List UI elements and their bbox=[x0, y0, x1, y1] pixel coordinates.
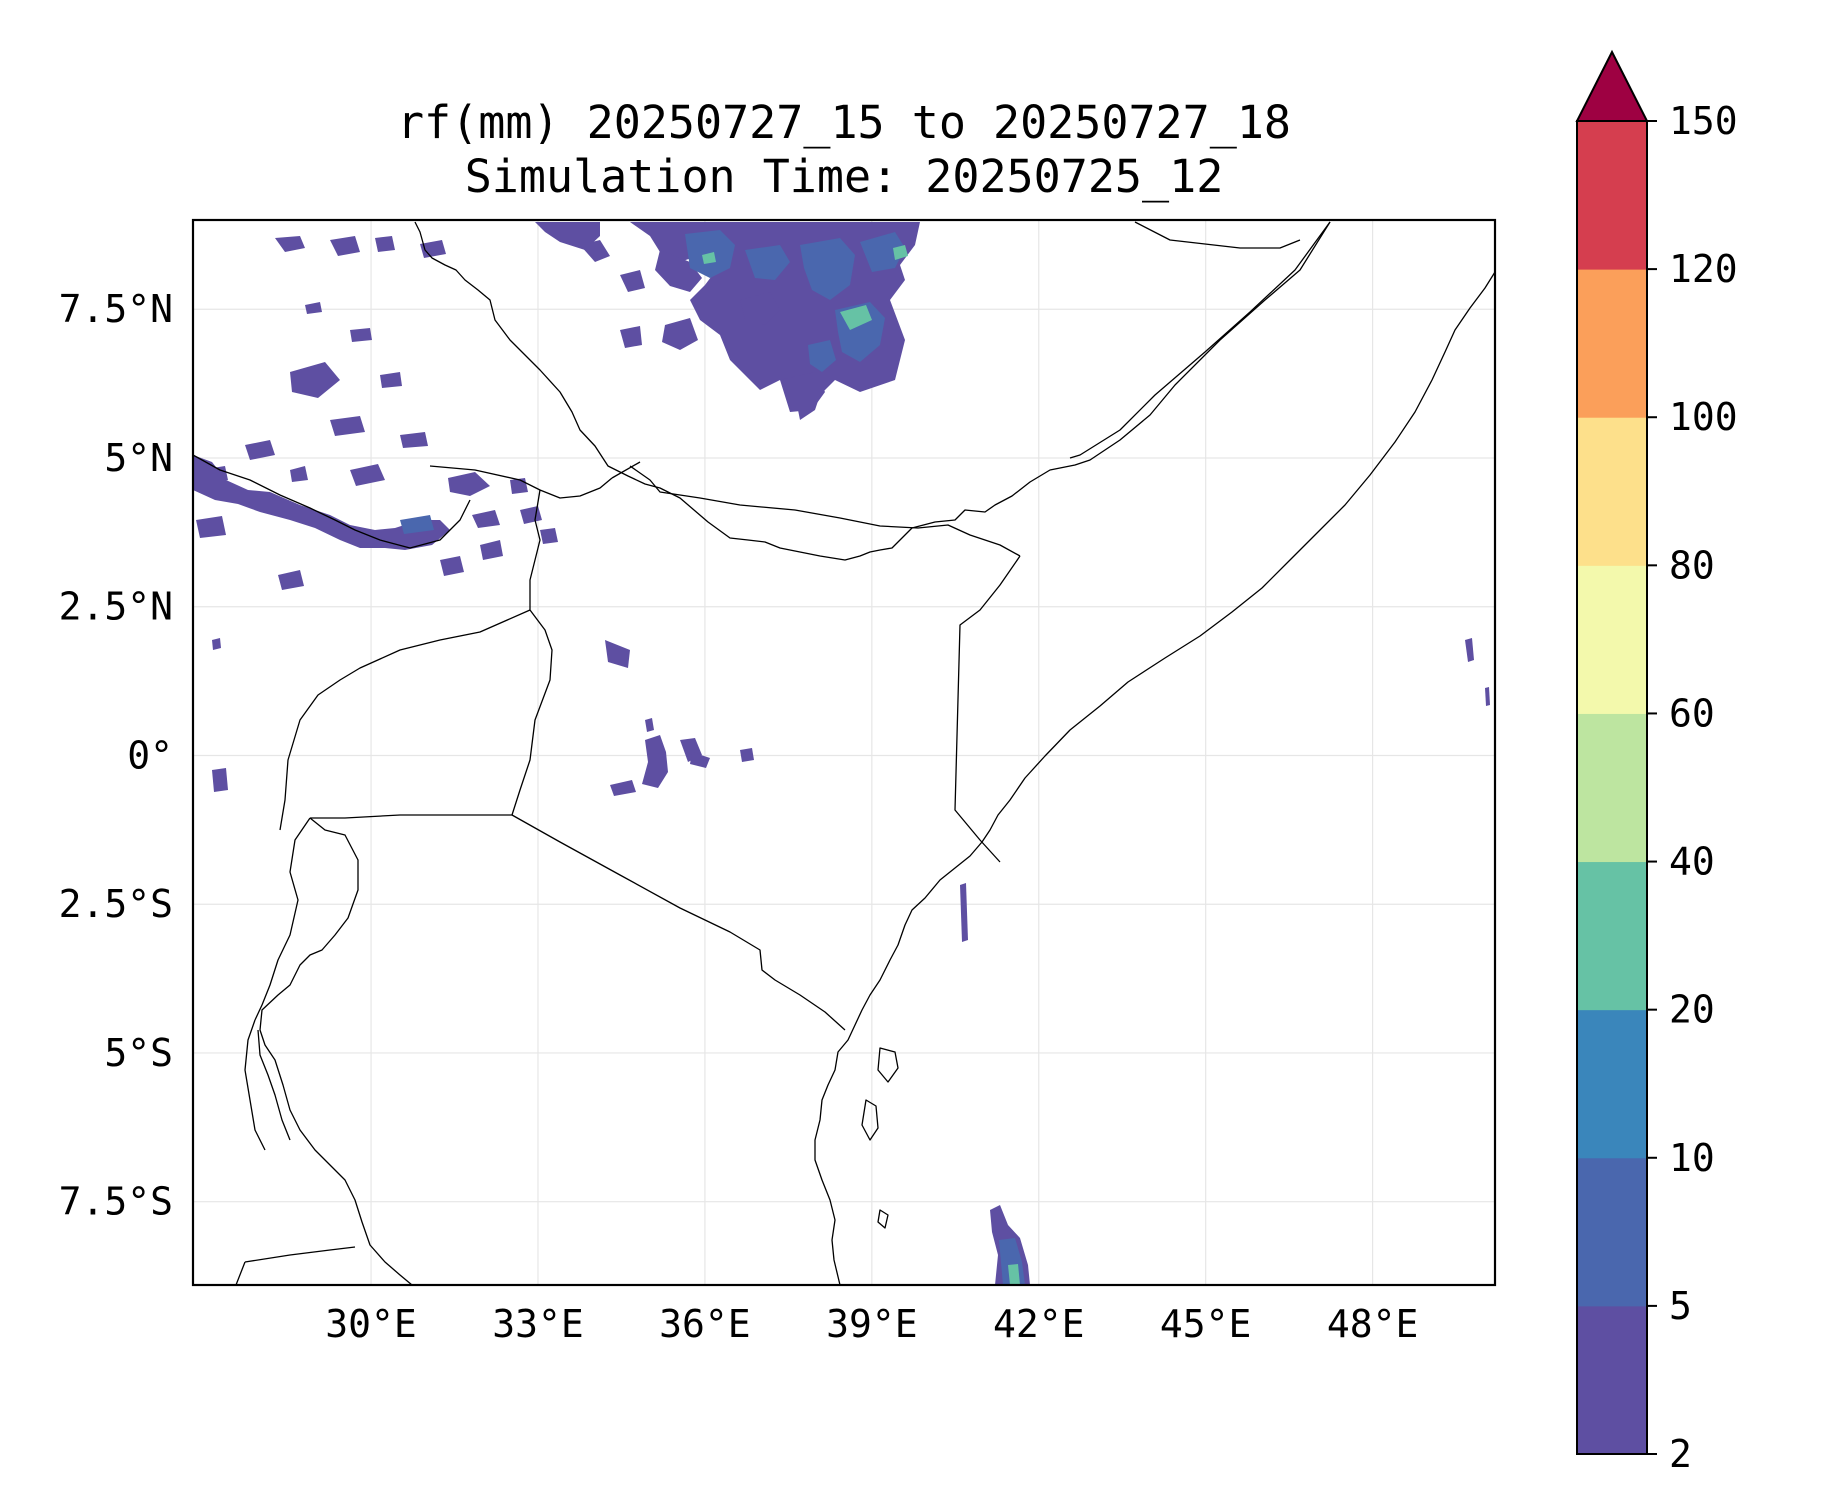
colorbar-segment bbox=[1577, 565, 1647, 714]
colorbar-segment bbox=[1577, 861, 1647, 1011]
colorbar-tick-label: 150 bbox=[1669, 99, 1738, 143]
gridlines bbox=[193, 220, 1495, 1285]
colorbar-extend-arrow bbox=[1575, 49, 1649, 122]
colorbar-frame bbox=[1576, 120, 1648, 1455]
colorbar-segment bbox=[1577, 1157, 1647, 1307]
colorbar-segment bbox=[1577, 417, 1647, 566]
map-title-line-1: rf(mm) 20250727_15 to 20250727_18 bbox=[396, 96, 1292, 149]
y-tick-label: 7.5°N bbox=[59, 287, 173, 331]
y-tick-label: 5°N bbox=[104, 436, 173, 480]
colorbar-segment bbox=[1577, 713, 1647, 863]
y-tick-label: 5°S bbox=[104, 1031, 173, 1075]
x-tick-label: 42°E bbox=[993, 1302, 1085, 1346]
map-title-line-2: Simulation Time: 20250725_12 bbox=[464, 150, 1224, 203]
y-tick-label: 2.5°N bbox=[59, 585, 173, 629]
x-tick-label: 45°E bbox=[1160, 1302, 1252, 1346]
colorbar-tick-label: 5 bbox=[1669, 1284, 1692, 1328]
x-tick-label: 33°E bbox=[492, 1302, 584, 1346]
colorbar-tick-label: 40 bbox=[1669, 840, 1715, 884]
y-tick-label: 0° bbox=[127, 733, 173, 777]
colorbar-tick-label: 100 bbox=[1669, 395, 1738, 439]
plot-frame bbox=[191, 218, 1497, 1287]
colorbar-segment bbox=[1577, 1305, 1647, 1455]
x-tick-label: 30°E bbox=[325, 1302, 417, 1346]
colorbar-tick-label: 60 bbox=[1669, 691, 1715, 735]
colorbar: 2 5 10 20 40 60 80 100 120 150 bbox=[1575, 49, 1738, 1476]
y-tick-labels: 7.5°N 5°N 2.5°N 0° 2.5°S 5°S 7.5°S bbox=[59, 287, 173, 1223]
y-tick-label: 2.5°S bbox=[59, 882, 173, 926]
colorbar-tick-label: 80 bbox=[1669, 543, 1715, 587]
colorbar-tick-label: 2 bbox=[1669, 1432, 1692, 1476]
colorbar-tick-label: 20 bbox=[1669, 988, 1715, 1032]
colorbar-segment bbox=[1577, 121, 1647, 270]
colorbar-segment bbox=[1577, 269, 1647, 418]
x-tick-labels: 30°E 33°E 36°E 39°E 42°E 45°E 48°E bbox=[325, 1302, 1418, 1346]
colorbar-tick-label: 10 bbox=[1669, 1136, 1715, 1180]
rainfall-field bbox=[193, 222, 1490, 1285]
y-tick-label: 7.5°S bbox=[59, 1180, 173, 1224]
colorbar-tick-label: 120 bbox=[1669, 247, 1738, 291]
x-tick-label: 39°E bbox=[826, 1302, 918, 1346]
coastline-and-borders bbox=[193, 221, 1495, 1285]
x-tick-label: 48°E bbox=[1327, 1302, 1419, 1346]
colorbar-segment bbox=[1577, 1009, 1647, 1159]
x-tick-label: 36°E bbox=[659, 1302, 751, 1346]
